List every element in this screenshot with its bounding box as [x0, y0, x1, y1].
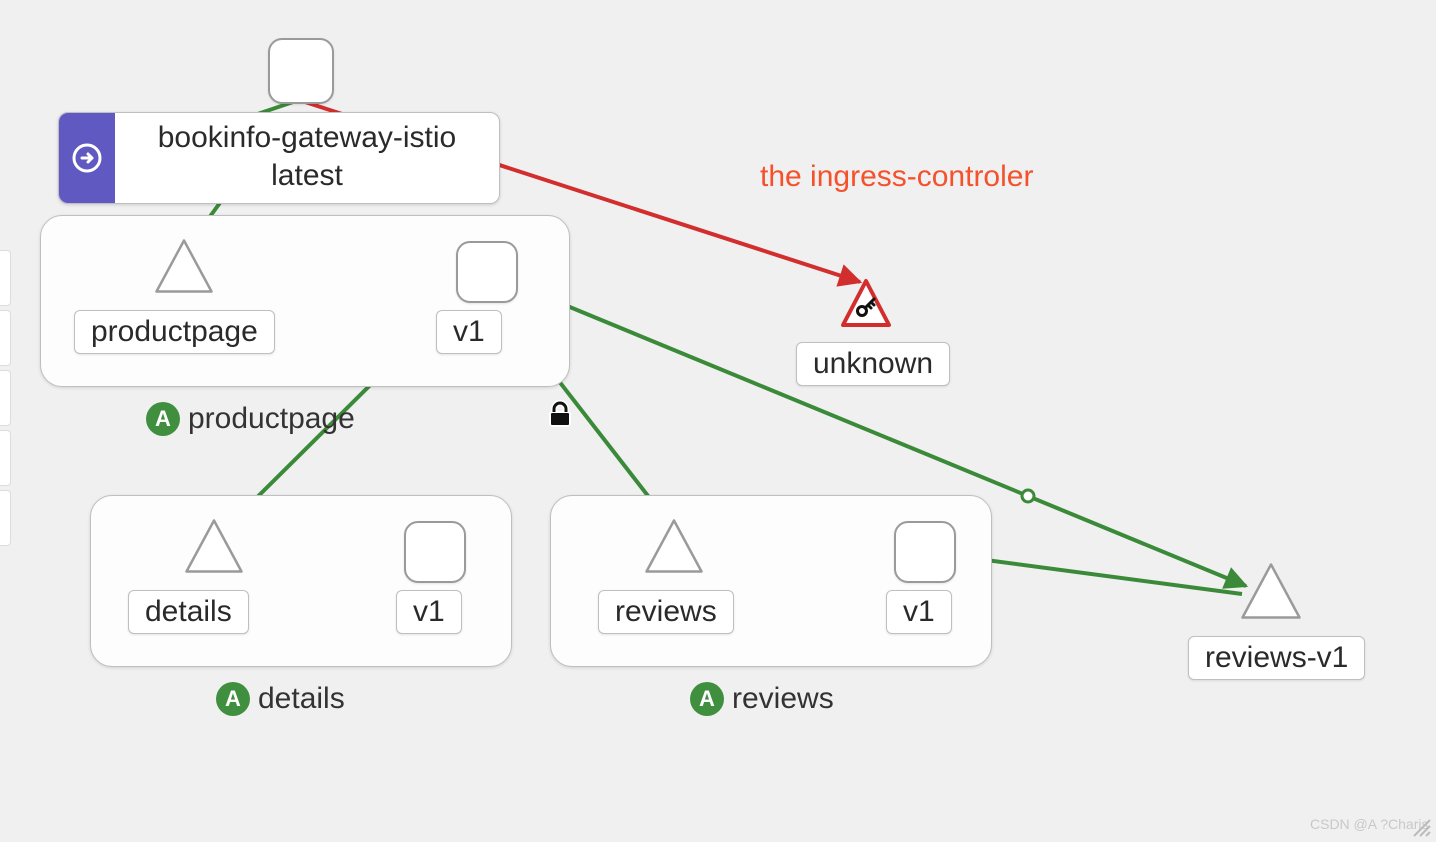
gateway-label: bookinfo-gateway-istio latest — [115, 113, 499, 203]
service-triangle-reviews[interactable] — [644, 518, 704, 574]
side-tabs — [0, 250, 11, 546]
resize-handle[interactable] — [1410, 816, 1432, 838]
workload-label-reviews-v1: v1 — [886, 590, 952, 634]
service-label-reviews: reviews — [598, 590, 734, 634]
gateway-label-line2: latest — [135, 157, 479, 195]
badge-a-icon: A — [216, 682, 250, 716]
graph-canvas: bookinfo-gateway-istio latest productpag… — [0, 0, 1436, 842]
unknown-label: unknown — [796, 342, 950, 386]
app-badge-label: productpage — [188, 402, 355, 436]
unknown-node[interactable] — [840, 278, 892, 328]
badge-a-icon: A — [690, 682, 724, 716]
workload-label-productpage-v1: v1 — [436, 310, 502, 354]
side-tab[interactable] — [0, 310, 11, 366]
service-triangle-reviews-v1[interactable] — [1240, 562, 1302, 620]
side-tab[interactable] — [0, 430, 11, 486]
app-badge-label: reviews — [732, 682, 834, 716]
app-badge-reviews: A reviews — [690, 682, 834, 716]
service-label-reviews-v1: reviews-v1 — [1188, 636, 1365, 680]
gateway-node[interactable]: bookinfo-gateway-istio latest — [58, 112, 500, 204]
side-tab[interactable] — [0, 490, 11, 546]
workload-label-details-v1: v1 — [396, 590, 462, 634]
app-badge-details: A details — [216, 682, 345, 716]
service-triangle-details[interactable] — [184, 518, 244, 574]
workload-square-details-v1[interactable] — [404, 521, 466, 583]
workload-square-productpage-v1[interactable] — [456, 241, 518, 303]
gateway-label-line1: bookinfo-gateway-istio — [135, 119, 479, 157]
root-node[interactable] — [268, 38, 334, 104]
gateway-icon — [59, 113, 115, 203]
app-badge-label: details — [258, 682, 345, 716]
annotation-text: the ingress-controler — [760, 160, 1033, 194]
badge-a-icon: A — [146, 402, 180, 436]
service-triangle-productpage[interactable] — [154, 238, 214, 294]
side-tab[interactable] — [0, 370, 11, 426]
workload-square-reviews-v1[interactable] — [894, 521, 956, 583]
app-badge-productpage: A productpage — [146, 402, 355, 436]
side-tab[interactable] — [0, 250, 11, 306]
service-label-details: details — [128, 590, 249, 634]
service-label-productpage: productpage — [74, 310, 275, 354]
